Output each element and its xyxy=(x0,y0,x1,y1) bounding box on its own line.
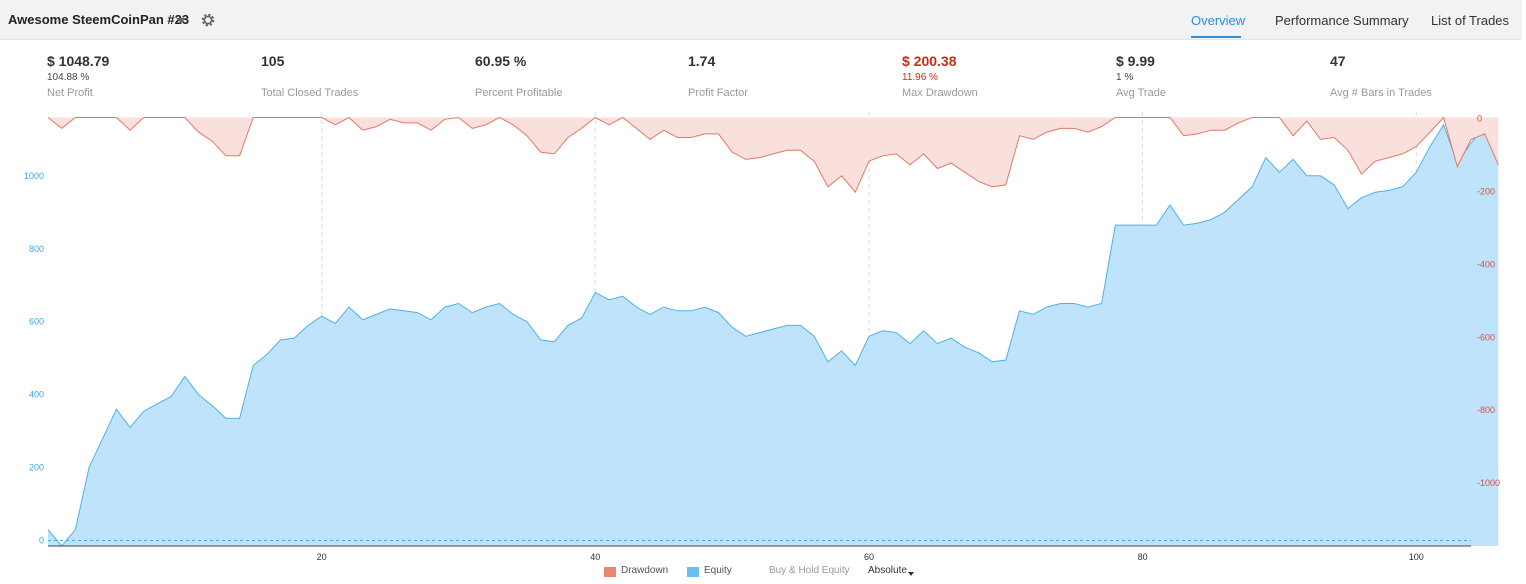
legend-drawdown-swatch[interactable] xyxy=(604,567,616,577)
stat-value: 60.95 % xyxy=(475,53,527,69)
stat-value: 1.74 xyxy=(688,53,716,69)
x-axis-tick-label: 20 xyxy=(317,552,327,562)
stat-value: 105 xyxy=(261,53,285,69)
equity-line xyxy=(47,123,1499,547)
stat-sub xyxy=(475,72,562,84)
left-axis-tick-label: 800 xyxy=(29,244,44,254)
stat-label: Percent Profitable xyxy=(475,87,563,99)
x-axis-tick-label: 100 xyxy=(1409,552,1424,562)
legend-drawdown-label[interactable]: Drawdown xyxy=(621,565,669,576)
left-axis-tick-label: 200 xyxy=(29,463,44,473)
mode-dropdown-chevron-icon[interactable] xyxy=(908,572,914,576)
stat-label: Avg # Bars in Trades xyxy=(1330,87,1432,99)
strategy-header: Awesome SteemCoinPan #23 Overview Perfor… xyxy=(0,0,1522,40)
stat-sub: 104.88 % xyxy=(47,72,90,83)
right-axis-tick-label: -400 xyxy=(1477,259,1495,269)
left-axis-tick-label: 400 xyxy=(29,390,44,400)
stat-label: Max Drawdown xyxy=(902,87,978,99)
stat-label: Net Profit xyxy=(47,87,93,99)
left-axis-tick-label: 1000 xyxy=(24,171,44,181)
left-axis-tick-label: 600 xyxy=(29,317,44,327)
left-axis-tick-label: 0 xyxy=(39,536,44,546)
stat-label: Total Closed Trades xyxy=(261,87,359,99)
strategy-name[interactable]: Awesome SteemCoinPan #23 xyxy=(8,12,190,27)
mode-dropdown[interactable]: Absolute xyxy=(868,565,907,576)
legend-buy-hold-label[interactable]: Buy & Hold Equity xyxy=(769,565,850,576)
active-tab-indicator xyxy=(1191,36,1241,38)
stat-percent-profitable: 60.95 % Percent Profitable xyxy=(475,53,562,99)
tab-performance-summary[interactable]: Performance Summary xyxy=(1275,13,1409,28)
stat-profit-factor: 1.74 Profit Factor xyxy=(688,53,748,99)
right-axis-tick-label: -200 xyxy=(1477,186,1495,196)
stat-label: Avg Trade xyxy=(1116,87,1166,99)
stat-value: $ 9.99 xyxy=(1116,53,1155,69)
right-axis-tick-label: -600 xyxy=(1477,332,1495,342)
stat-sub xyxy=(261,72,358,84)
equity-drawdown-chart[interactable]: 0 200 400 600 800 1000 0 -200 -400 -600 -800 -1000 2… xyxy=(0,100,1526,562)
legend-equity-swatch[interactable] xyxy=(687,567,699,577)
stat-sub: 1 % xyxy=(1116,72,1134,83)
legend-equity-label[interactable]: Equity xyxy=(704,565,732,576)
gear-icon[interactable] xyxy=(200,12,216,28)
stat-max-drawdown: $ 200.38 11.96 % Max Drawdown xyxy=(902,53,978,99)
stat-net-profit: $ 1048.79 104.88 % Net Profit xyxy=(47,53,109,99)
stat-sub xyxy=(1330,72,1432,84)
x-axis-tick-label: 40 xyxy=(590,552,600,562)
drawdown-line xyxy=(47,116,1499,194)
stat-value: $ 1048.79 xyxy=(47,53,110,69)
drawdown-area xyxy=(48,117,1499,193)
right-axis-tick-label: -1000 xyxy=(1477,478,1500,488)
tab-list-of-trades[interactable]: List of Trades xyxy=(1431,13,1510,28)
equity-area xyxy=(48,124,1499,547)
stat-sub xyxy=(688,72,748,84)
x-axis-tick-label: 80 xyxy=(1138,552,1148,562)
stat-value: 47 xyxy=(1330,53,1346,69)
stat-avg-trade: $ 9.99 1 % Avg Trade xyxy=(1116,53,1166,99)
tab-overview[interactable]: Overview xyxy=(1191,13,1246,28)
right-axis-tick-label: -800 xyxy=(1477,405,1495,415)
right-axis-tick-label: 0 xyxy=(1477,113,1482,123)
stat-sub: 11.96 % xyxy=(902,72,938,83)
chevron-down-icon[interactable] xyxy=(176,18,186,23)
stat-label: Profit Factor xyxy=(688,87,748,99)
stat-value: $ 200.38 xyxy=(902,53,957,69)
stat-avg-bars-in-trades: 47 Avg # Bars in Trades xyxy=(1330,53,1432,99)
stat-total-closed-trades: 105 Total Closed Trades xyxy=(261,53,358,99)
x-axis-tick-label: 60 xyxy=(864,552,874,562)
